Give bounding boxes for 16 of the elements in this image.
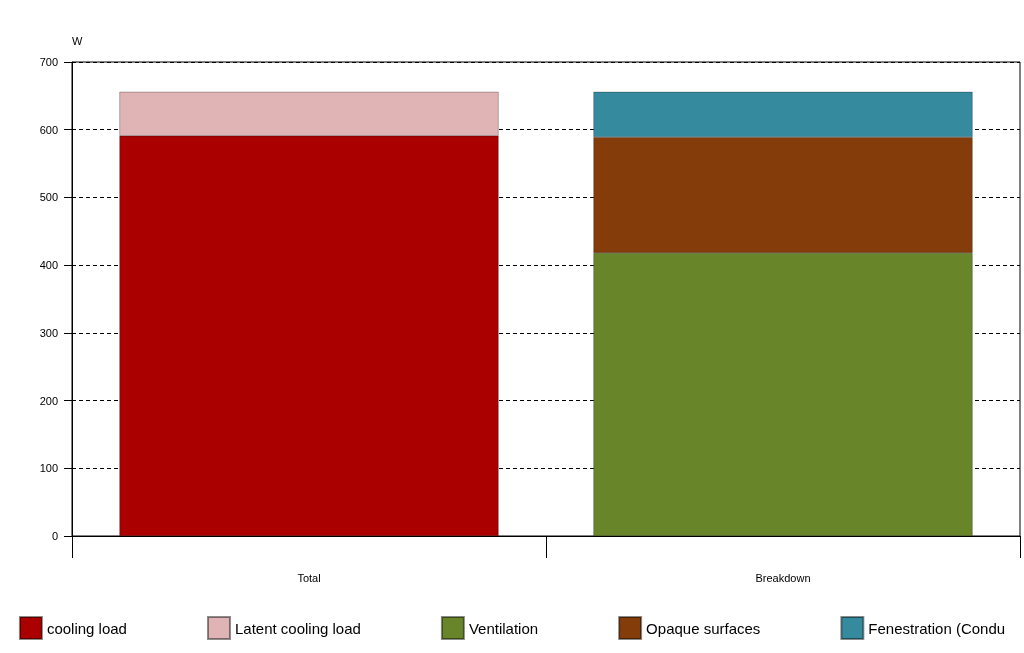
legend-label: Opaque surfaces (646, 619, 761, 637)
y-tick-label: 200 (39, 394, 58, 407)
x-tick-label: Total (297, 571, 321, 584)
y-tick-label: 700 (39, 56, 58, 68)
y-tick-label: 100 (39, 462, 58, 475)
legend-label: Ventilation (468, 619, 539, 637)
legend-label: Fenestration (Condu (868, 619, 1006, 637)
y-tick-label: 0 (51, 530, 58, 542)
y-tick-label: 500 (39, 191, 58, 204)
y-axis-title: W (72, 34, 83, 47)
y-tick-label: 300 (39, 326, 58, 339)
legend-label: cooling load (46, 619, 127, 637)
y-tick-label: 600 (39, 123, 58, 136)
legend-label: Latent cooling load (234, 619, 361, 637)
x-tick-label: Breakdown (755, 571, 811, 584)
y-tick-label: 400 (39, 259, 58, 272)
